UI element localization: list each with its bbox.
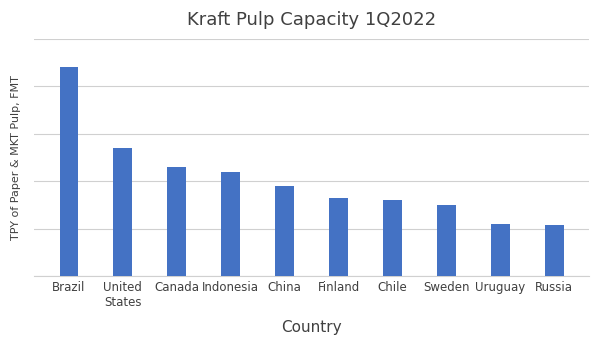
Bar <box>437 205 456 276</box>
Bar <box>383 200 402 276</box>
Title: Kraft Pulp Capacity 1Q2022: Kraft Pulp Capacity 1Q2022 <box>187 11 436 29</box>
Bar <box>113 148 133 276</box>
Bar <box>329 198 348 276</box>
Bar <box>221 172 240 276</box>
Bar <box>167 167 186 276</box>
Y-axis label: TPY of Paper & MKT Pulp, FMT: TPY of Paper & MKT Pulp, FMT <box>11 75 21 240</box>
X-axis label: Country: Country <box>281 320 342 335</box>
Bar <box>545 225 563 276</box>
Bar <box>275 186 294 276</box>
Bar <box>491 224 510 276</box>
Bar <box>59 67 79 276</box>
